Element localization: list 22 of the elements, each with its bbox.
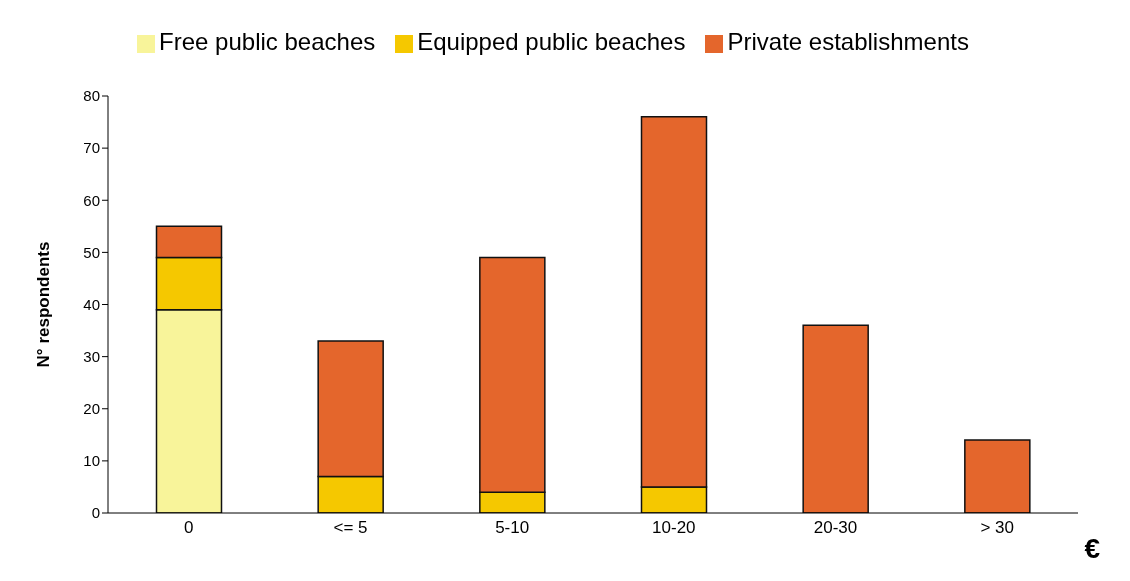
bar (802, 324, 869, 513)
bar (964, 439, 1031, 513)
y-tick-label: 20 (83, 400, 100, 418)
x-tick-label: 10-20 (652, 518, 696, 538)
y-tick-label: 70 (83, 139, 100, 157)
legend-label: Private establishments (727, 28, 969, 55)
x-tick-label: > 30 (980, 518, 1014, 538)
legend-label: Free public beaches (159, 28, 376, 55)
x-tick-label: <= 5 (333, 518, 368, 538)
y-tick-label: 50 (83, 243, 100, 261)
legend-label: Equipped public beaches (417, 28, 686, 55)
x-tick-label: 5-10 (495, 518, 530, 538)
y-tick-label: 0 (91, 504, 100, 522)
y-tick-label: 40 (83, 295, 100, 313)
x-tick-label: 0 (184, 518, 194, 538)
y-tick-label: 80 (83, 87, 100, 105)
x-tick-label: 20-30 (813, 518, 858, 538)
y-tick-label: 10 (83, 452, 100, 470)
x-axis-title: € (1084, 533, 1100, 565)
y-axis-title: N° respondents (34, 241, 54, 368)
y-tick-label: 60 (83, 191, 100, 209)
y-tick-label: 30 (83, 347, 100, 365)
